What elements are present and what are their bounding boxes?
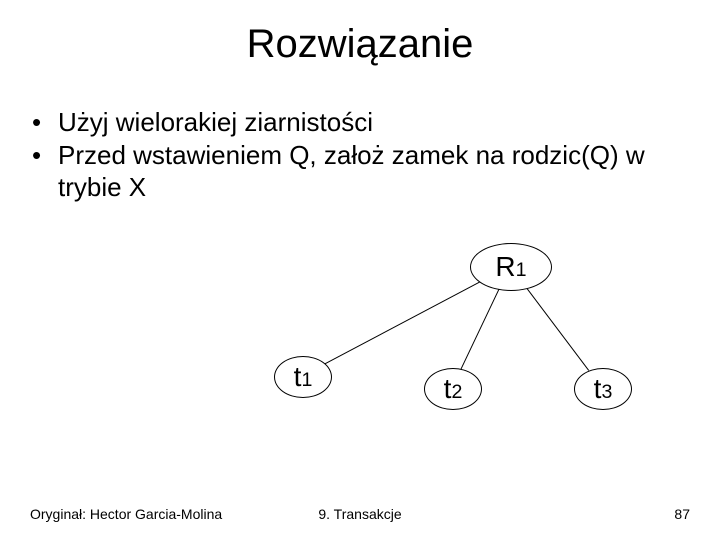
bullet-item: • Przed wstawieniem Q, założ zamek na ro… <box>32 139 672 204</box>
bullet-dot: • <box>32 106 58 139</box>
tree-node-t2: t2 <box>424 368 482 410</box>
node-label: t1 <box>294 361 313 393</box>
tree-edges <box>0 0 720 540</box>
bullet-item: • Użyj wielorakiej ziarnistości <box>32 106 672 139</box>
tree-node-t3: t3 <box>574 368 632 410</box>
bullet-text: Przed wstawieniem Q, założ zamek na rodz… <box>58 139 672 204</box>
bullet-list: • Użyj wielorakiej ziarnistości • Przed … <box>32 106 672 204</box>
bullet-dot: • <box>32 139 58 172</box>
tree-edge <box>461 288 499 369</box>
node-label: t3 <box>594 373 613 405</box>
tree-edge <box>526 287 589 370</box>
tree-node-t1: t1 <box>274 356 332 398</box>
tree-edge <box>325 282 481 365</box>
footer-page-number: 87 <box>674 506 690 522</box>
tree-node-R1: R1 <box>470 243 552 291</box>
node-label: t2 <box>444 373 463 405</box>
node-label: R1 <box>495 251 526 283</box>
footer-chapter: 9. Transakcje <box>0 506 720 522</box>
bullet-text: Użyj wielorakiej ziarnistości <box>58 106 672 139</box>
page-title: Rozwiązanie <box>0 22 720 67</box>
